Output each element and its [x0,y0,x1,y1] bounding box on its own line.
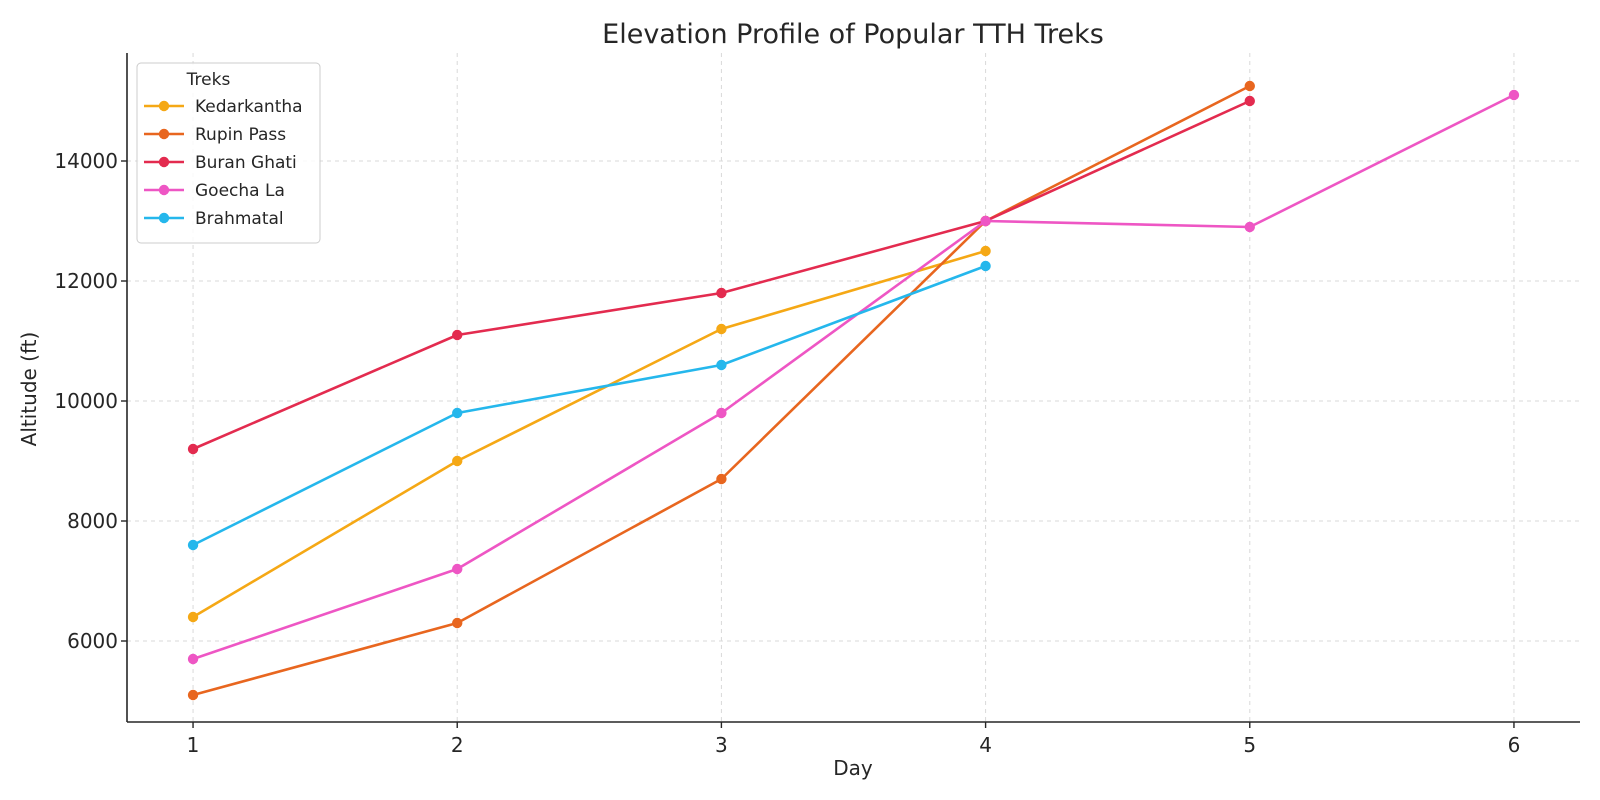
data-point-buran-ghati [452,329,463,341]
legend-item-brahmatal: Brahmatal [144,209,284,229]
legend-marker-buran-ghati [158,156,170,168]
data-point-buran-ghati [1244,95,1255,107]
data-point-brahmatal [452,407,463,419]
data-point-rupin-pass [716,473,727,485]
series-kedarkantha [187,245,991,623]
data-point-goecha-la [187,653,199,665]
legend-title: Treks [186,70,231,90]
data-point-kedarkantha [980,245,991,257]
data-point-brahmatal [716,359,727,371]
data-point-kedarkantha [187,611,199,623]
data-point-goecha-la [1244,221,1255,233]
legend-marker-rupin-pass [158,128,170,140]
legend-marker-goecha-la [158,184,170,196]
data-point-buran-ghati [716,287,727,299]
data-point-buran-ghati [187,443,199,455]
y-tick-label: 8000 [67,509,118,533]
series-line-buran-ghati [192,99,1251,451]
y-axis-label: Altitude (ft) [17,332,41,447]
series-line-brahmatal [192,264,987,547]
legend-label-goecha-la: Goecha La [195,181,285,201]
legend-marker-brahmatal [158,212,170,224]
legend-item-buran-ghati: Buran Ghati [144,153,297,173]
axes: 1 2 3 4 5 6 6000 8000 10000 12000 14000 [54,53,1580,757]
data-point-brahmatal [980,260,991,272]
series-line-goecha-la [192,93,1515,661]
legend-marker-kedarkantha [158,100,170,112]
x-axis-label: Day [833,756,873,780]
y-tick-label: 12000 [54,269,118,293]
data-point-rupin-pass [187,689,199,701]
data-point-goecha-la [716,407,727,419]
data-point-brahmatal [187,539,199,551]
series-line-kedarkantha [192,249,986,619]
x-tick-label: 3 [715,733,728,757]
data-point-goecha-la [1508,89,1520,101]
y-tick-label: 14000 [54,149,118,173]
x-tick-label: 1 [187,733,200,757]
legend-label-kedarkantha: Kedarkantha [195,97,303,117]
series-layer [187,80,1520,701]
x-tick-label: 6 [1508,733,1521,757]
series-brahmatal [187,260,991,551]
legend-label-brahmatal: Brahmatal [195,209,284,229]
x-tick-label: 2 [451,733,464,757]
legend-frame [136,62,321,244]
x-tick-label: 5 [1243,733,1256,757]
legend-item-goecha-la: Goecha La [144,181,285,201]
data-point-kedarkantha [452,455,463,467]
data-point-rupin-pass [1244,80,1255,92]
legend-label-rupin-pass: Rupin Pass [195,125,286,145]
series-goecha-la [187,89,1520,665]
data-point-goecha-la [980,215,991,227]
legend-label-buran-ghati: Buran Ghati [195,153,297,173]
data-point-goecha-la [452,563,463,575]
legend: Treks Kedarkantha Rupin Pass Buran Ghati Goe… [136,62,321,244]
grid [127,53,1580,722]
data-point-kedarkantha [716,323,727,335]
data-point-rupin-pass [452,617,463,629]
y-tick-label: 10000 [54,389,118,413]
chart-title: Elevation Profile of Popular TTH Treks [602,19,1104,50]
legend-item-kedarkantha: Kedarkantha [144,97,303,117]
legend-item-rupin-pass: Rupin Pass [144,125,286,145]
x-tick-label: 4 [979,733,992,757]
y-tick-label: 6000 [67,629,118,653]
